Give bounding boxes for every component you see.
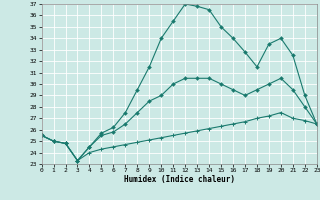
X-axis label: Humidex (Indice chaleur): Humidex (Indice chaleur) — [124, 175, 235, 184]
